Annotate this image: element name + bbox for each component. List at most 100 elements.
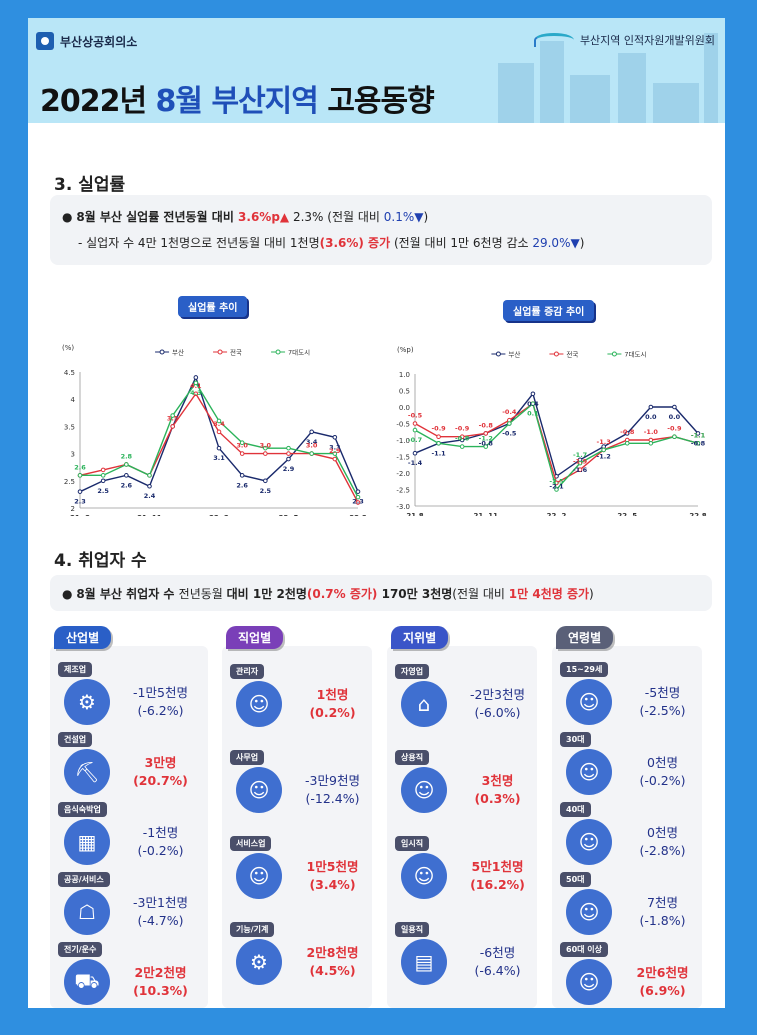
gear-logo-icon xyxy=(36,32,54,50)
s3l1-e: ) xyxy=(423,210,429,224)
data-point xyxy=(263,478,268,484)
stat-percent: (4.5%) xyxy=(309,963,356,978)
data-label: -0.8 xyxy=(479,439,494,447)
stat-item: 15~29세 ☺ -5천명 (-2.5%) xyxy=(560,662,700,728)
youth-icon: ☺ xyxy=(566,679,612,725)
stat-count: 3천명 xyxy=(481,773,514,788)
data-point xyxy=(483,444,489,449)
temp-worker-icon: ☺ xyxy=(401,853,447,899)
data-point xyxy=(77,489,83,494)
skyline-building xyxy=(540,41,564,123)
bullet-dot: ● xyxy=(62,210,73,224)
stat-item-value: 2만6천명 (6.9%) xyxy=(620,964,705,1000)
y-tick-label: 0.5 xyxy=(399,388,410,396)
stat-item-label: 음식숙박업 xyxy=(58,802,107,817)
data-point xyxy=(309,451,314,456)
data-point xyxy=(332,434,338,440)
s3l2-b: (3.6%) 증가 xyxy=(319,236,391,250)
wave-logo-icon xyxy=(533,33,574,47)
y-tick-label: 1.0 xyxy=(399,371,410,379)
data-point xyxy=(170,424,175,429)
stat-item-label: 제조업 xyxy=(58,662,93,677)
data-point xyxy=(170,413,175,418)
legend-entry: 전국 xyxy=(230,348,242,357)
data-point xyxy=(239,473,245,478)
data-point xyxy=(332,451,338,456)
stat-count: 2만8천명 xyxy=(306,945,359,960)
data-point xyxy=(124,473,129,478)
data-point xyxy=(239,451,245,456)
data-point xyxy=(695,441,701,446)
data-point xyxy=(193,380,199,386)
crane-icon: ⛏ xyxy=(64,749,110,795)
data-label: -1.1 xyxy=(691,431,706,439)
stat-item-value: -6천명 (-6.4%) xyxy=(455,944,540,980)
x-tick-label: 22. 2 xyxy=(209,514,229,516)
data-point xyxy=(100,467,106,473)
data-point xyxy=(216,429,222,435)
chart2-svg: (%p)-3.0-2.5-2.0-1.5-1.0-0.50.00.51.021.… xyxy=(396,346,706,520)
stat-item-label: 관리자 xyxy=(230,664,265,679)
data-label: -1.9 xyxy=(573,458,588,466)
data-label: 0.4 xyxy=(527,400,539,408)
gears-icon: ⚙ xyxy=(64,679,110,725)
y-tick-label: 2 xyxy=(71,505,75,513)
data-point xyxy=(286,451,291,456)
data-point xyxy=(412,421,418,426)
stat-count: 1천명 xyxy=(316,687,349,702)
y-tick-label: 4.5 xyxy=(64,369,75,377)
x-tick-label: 22.8 xyxy=(689,512,706,516)
series-line xyxy=(79,375,359,493)
logo-busan-chamber: 부산상공회의소 xyxy=(36,32,137,50)
stat-count: 2만6천명 xyxy=(636,965,689,980)
column-1: 관리자 ☺ 1천명 (0.2%) 사무업 ☺ -3만9천명 (-12.4%) 서비스업 ☺ 1만5천… xyxy=(222,646,372,1008)
data-label: 2.5 xyxy=(260,487,272,495)
data-label: -1.6 xyxy=(573,466,588,474)
chart-unemployment-change: 실업률 증감 추이 (%p) -3.0 -2.5 -2.0 -1.5 -1.0 -0.5 0.… xyxy=(363,286,708,520)
data-label: -0.7 xyxy=(408,436,422,444)
y-tick-label: 4 xyxy=(71,396,76,404)
data-label: 3.1 xyxy=(213,454,225,462)
data-point xyxy=(100,478,106,484)
stat-item-value: -3만9천명 (-12.4%) xyxy=(290,772,375,808)
s4l1-f: (전월 대비 xyxy=(452,587,509,601)
stat-item: 상용직 ☺ 3천명 (0.3%) xyxy=(395,750,535,816)
data-label: -0.8 xyxy=(691,439,706,447)
data-label: 3.4 xyxy=(306,438,318,446)
data-point xyxy=(507,421,512,426)
stat-percent: (6.9%) xyxy=(639,983,686,998)
stat-item-value: 5만1천명 (16.2%) xyxy=(455,858,540,894)
stat-item-value: 2만8천명 (4.5%) xyxy=(290,944,375,980)
regular-worker-icon: ☺ xyxy=(401,767,447,813)
data-point xyxy=(672,434,677,439)
legend-entry: 부산 xyxy=(172,348,184,357)
data-label: -1.1 xyxy=(691,431,706,439)
stat-percent: (16.2%) xyxy=(470,877,525,892)
stat-count: -6천명 xyxy=(479,945,516,960)
y-axis-unit: (%) xyxy=(62,344,74,352)
stat-item: 일용직 ▤ -6천명 (-6.4%) xyxy=(395,922,535,988)
stat-count: 7천명 xyxy=(647,895,678,910)
stat-item: 60대 이상 ☺ 2만6천명 (6.9%) xyxy=(560,942,700,1008)
s3l2-e: ) xyxy=(579,236,585,250)
clerk-icon: ☺ xyxy=(236,767,282,813)
x-tick-label: 21. 11 xyxy=(473,512,498,516)
data-point xyxy=(624,431,630,436)
stat-item-label: 임시직 xyxy=(395,836,430,851)
data-point xyxy=(483,431,489,436)
column-heading: 직업별 xyxy=(226,626,284,649)
stat-item: 40대 ☺ 0천명 (-2.8%) xyxy=(560,802,700,868)
data-point xyxy=(147,473,152,478)
column-heading: 연령별 xyxy=(556,626,614,649)
data-label: 3.5 xyxy=(167,414,179,422)
stat-item-label: 50대 xyxy=(560,872,591,887)
stat-item: 임시직 ☺ 5만1천명 (16.2%) xyxy=(395,836,535,902)
data-label: 0.1 xyxy=(527,410,539,418)
stat-item-value: 0천명 (-0.2%) xyxy=(620,754,705,790)
s4l1-a: 8월 부산 취업자 수 xyxy=(76,587,179,601)
data-label: -0.9 xyxy=(431,425,446,433)
data-point xyxy=(355,500,361,505)
data-label: -1.2 xyxy=(597,453,611,461)
stat-item-value: -1만5천명 (-6.2%) xyxy=(118,684,203,720)
title-region: 부산지역 xyxy=(202,84,318,119)
